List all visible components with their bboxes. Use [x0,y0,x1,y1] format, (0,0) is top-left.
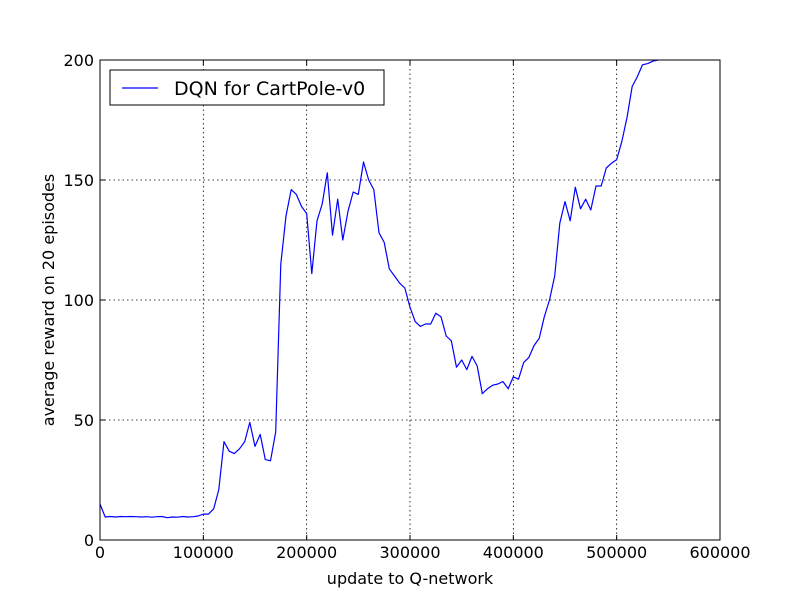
x-tick-label: 400000 [483,543,544,562]
x-tick-label: 500000 [586,543,647,562]
x-tick-label: 200000 [276,543,337,562]
ticks [99,59,721,541]
y-tick-label: 100 [63,291,94,310]
y-tick-label: 0 [84,531,94,550]
series-layer [99,59,659,519]
y-tick-label: 200 [63,51,94,70]
y-axis-label: average reward on 20 episodes [39,174,58,426]
tick-labels: 0 100000 200000 300000 400000 500000 600000 0 50… [63,51,750,562]
x-tick-label: 300000 [379,543,440,562]
y-tick-label: 50 [74,411,94,430]
series-line-dqn [99,59,659,519]
x-tick-label: 600000 [689,543,750,562]
y-tick-label: 150 [63,171,94,190]
grid [100,60,720,540]
x-tick-label: 100000 [173,543,234,562]
legend: DQN for CartPole-v0 [109,69,385,106]
x-tick-label: 0 [95,543,105,562]
x-axis-label: update to Q-network [327,569,494,588]
legend-label-dqn: DQN for CartPole-v0 [174,78,365,100]
